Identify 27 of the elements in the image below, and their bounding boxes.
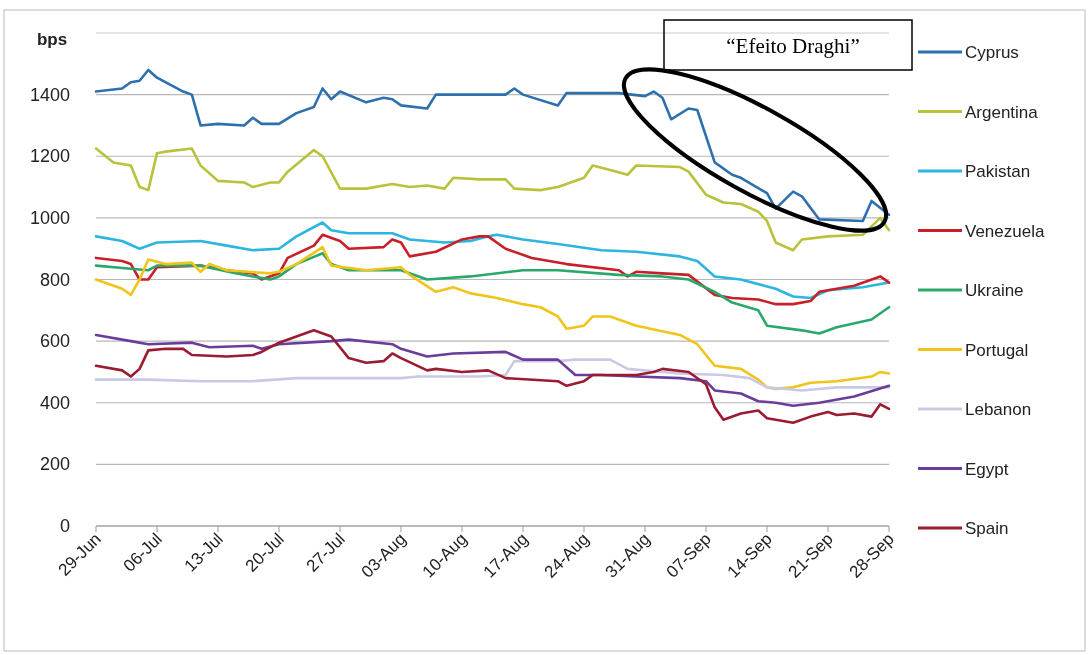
y-tick-label: 1400: [29, 84, 70, 105]
annotation: “Efeito Draghi”: [726, 34, 860, 58]
line-series: [94, 147, 891, 252]
line-series: [94, 68, 891, 223]
y-tick-label: 1200: [29, 146, 70, 167]
legend-label: Portugal: [965, 340, 1029, 360]
line-series: [94, 245, 891, 391]
y-tick-label: 600: [39, 331, 70, 352]
legend-label: Cyprus: [965, 43, 1019, 62]
y-axis-title: bps: [36, 30, 68, 49]
legend-label: Egypt: [965, 459, 1009, 479]
y-tick-label: 400: [39, 392, 70, 413]
legend-label: Lebanon: [965, 400, 1032, 419]
legend-label: Ukraine: [965, 281, 1024, 300]
line-series: [94, 333, 891, 408]
line-series: [94, 358, 891, 392]
legend-label: Pakistan: [965, 162, 1031, 181]
y-tick-label: 800: [39, 269, 70, 290]
line-series: [94, 329, 891, 425]
legend-label: Spain: [965, 519, 1009, 538]
y-tick-label: 0: [59, 516, 70, 536]
y-tick-label: 200: [39, 454, 70, 475]
legend-label: Argentina: [965, 102, 1039, 122]
line-series: [94, 252, 891, 335]
y-tick-label: 1000: [29, 207, 70, 228]
legend-label: Venezuela: [965, 221, 1045, 241]
line-series: [94, 221, 891, 300]
